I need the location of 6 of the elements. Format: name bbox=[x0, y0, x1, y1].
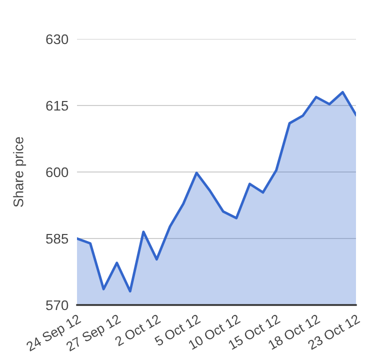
y-axis-title: Share price bbox=[13, 137, 26, 207]
y-tick-label: 615 bbox=[46, 100, 68, 111]
y-tick-label: 570 bbox=[46, 300, 68, 310]
y-tick-label: 585 bbox=[46, 234, 68, 244]
y-tick-label: 600 bbox=[46, 167, 68, 178]
y-tick-label: 630 bbox=[46, 34, 68, 44]
